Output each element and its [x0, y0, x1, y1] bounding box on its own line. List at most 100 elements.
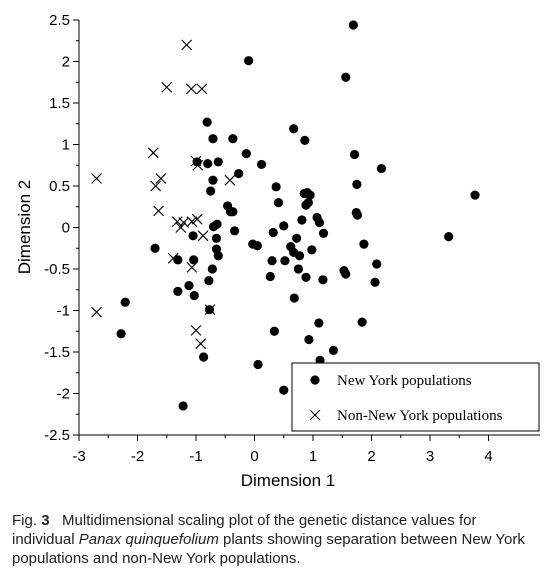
new-york-point — [348, 20, 358, 30]
caption-text-after: plants showing separation between New Yo… — [12, 531, 525, 567]
new-york-point — [273, 198, 284, 208]
new-york-point — [241, 149, 251, 159]
new-york-point — [173, 255, 183, 265]
caption-text-before: Multidimensional scaling plot of the gen… — [12, 512, 477, 548]
new-york-point — [280, 256, 290, 266]
new-york-point — [178, 401, 188, 411]
new-york-point — [357, 317, 367, 327]
y-tick-label: -2.5 — [44, 427, 70, 444]
legend-box — [291, 362, 540, 432]
new-york-point — [213, 251, 223, 261]
x-marker-stroke — [197, 230, 209, 242]
x-marker-stroke — [190, 155, 202, 167]
legend-label-new-york: New York populations — [337, 373, 472, 389]
new-york-point — [292, 233, 302, 243]
new-york-point — [300, 135, 310, 145]
new-york-point — [188, 231, 198, 241]
non-new-york-point — [175, 222, 187, 233]
new-york-point — [203, 158, 213, 169]
caption-number: 3 — [41, 512, 50, 529]
x-marker-stroke — [91, 173, 102, 184]
x-marker-stroke — [155, 173, 167, 184]
new-york-point — [150, 243, 160, 253]
x-marker-stroke — [186, 261, 198, 273]
x-axis-title: Dimension 1 — [241, 471, 336, 490]
new-york-point — [289, 124, 299, 134]
y-tick-label: 2.5 — [49, 12, 70, 29]
new-york-point — [370, 277, 380, 287]
non-new-york-point — [191, 213, 203, 225]
x-tick-label: 2 — [367, 448, 375, 465]
new-york-point — [173, 286, 183, 297]
non-new-york-point — [91, 306, 102, 318]
caption-label: Fig. — [12, 512, 38, 529]
new-york-point — [244, 56, 254, 66]
non-new-york-point — [195, 338, 207, 350]
x-marker-stroke — [191, 213, 203, 225]
x-marker-stroke — [153, 205, 164, 217]
new-york-point — [297, 215, 307, 225]
x-marker-stroke — [178, 217, 190, 228]
new-york-point — [279, 221, 289, 231]
y-tick-label: 0.5 — [49, 178, 70, 195]
new-york-point — [318, 228, 329, 238]
new-york-point — [352, 210, 363, 220]
data-points — [91, 20, 480, 411]
x-marker-stroke — [161, 81, 173, 93]
new-york-point — [268, 227, 278, 238]
new-york-point — [293, 264, 303, 274]
new-york-point — [341, 72, 351, 82]
new-york-point — [289, 293, 299, 303]
new-york-point — [444, 232, 454, 242]
y-tick-label: 1.5 — [49, 95, 70, 112]
new-york-point — [234, 168, 244, 179]
non-new-york-point — [91, 173, 102, 184]
legend: New York populations Non-New York popula… — [291, 362, 540, 432]
non-new-york-point — [204, 304, 216, 316]
non-new-york-point — [196, 83, 208, 95]
x-marker-stroke — [91, 306, 102, 318]
new-york-point — [256, 159, 267, 170]
new-york-point — [294, 251, 305, 261]
x-marker-stroke — [175, 222, 187, 233]
new-york-point — [349, 149, 360, 160]
new-york-point — [376, 163, 387, 174]
new-york-point — [271, 182, 281, 192]
new-york-point — [208, 134, 218, 144]
new-york-point — [228, 134, 238, 144]
non-new-york-point — [186, 261, 198, 273]
new-york-point — [116, 329, 126, 339]
new-york-point — [189, 290, 199, 301]
non-new-york-point — [155, 173, 167, 184]
new-york-point — [184, 281, 194, 291]
x-tick-label: -2 — [131, 448, 144, 465]
non-new-york-point — [186, 216, 198, 228]
new-york-point — [314, 217, 325, 228]
new-york-point — [470, 190, 480, 200]
new-york-point — [202, 117, 212, 127]
x-marker-stroke — [181, 39, 193, 51]
x-marker-stroke — [167, 252, 179, 264]
new-york-point — [314, 318, 324, 328]
y-tick-label: 2 — [62, 54, 70, 71]
non-new-york-point — [153, 205, 164, 217]
axis-ticks — [73, 19, 489, 441]
new-york-point — [208, 175, 218, 185]
new-york-point — [120, 297, 130, 307]
figure-caption: Fig. 3 Multidimensional scaling plot of … — [12, 511, 540, 568]
legend-marker-new-york — [310, 375, 320, 385]
scatter-plot: -3 -2 -1 0 1 2 3 42.521.510.50-0.5-1-1.5-2-2.5 … — [15, 12, 540, 490]
new-york-point — [265, 271, 275, 282]
legend-marker-non-new-york — [309, 409, 321, 421]
y-axis-title: Dimension 2 — [15, 180, 34, 275]
x-marker-stroke — [150, 180, 162, 192]
non-new-york-point — [185, 83, 197, 95]
new-york-point — [318, 275, 328, 285]
new-york-point — [279, 385, 289, 395]
non-new-york-point — [192, 159, 204, 171]
y-tick-label: 0 — [62, 220, 70, 237]
y-tick-label: 1 — [62, 137, 70, 154]
new-york-point — [253, 359, 263, 370]
y-tick-label: -0.5 — [44, 261, 70, 278]
non-new-york-point — [181, 39, 193, 51]
